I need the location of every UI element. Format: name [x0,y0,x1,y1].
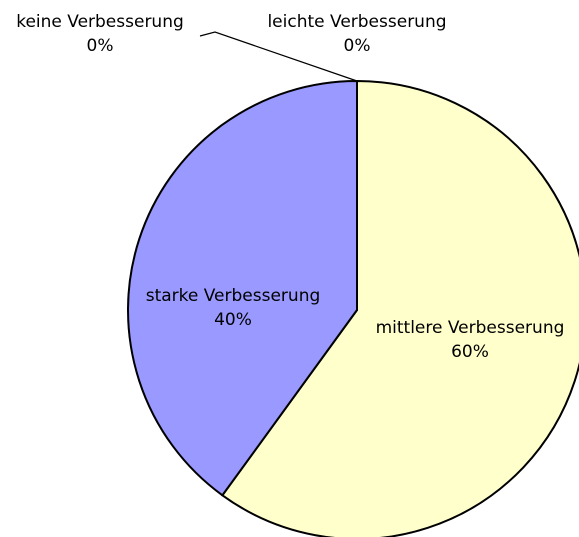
pie-slice [127,79,358,497]
slice-value-label: 0% [344,36,371,56]
slice-label: keine Verbesserung [16,12,184,32]
leader-line [199,31,358,82]
slice-value-label: 40% [214,310,252,330]
slice-value-label: 60% [451,342,489,362]
slice-value-label: 0% [87,36,114,56]
slice-label: mittlere Verbesserung [376,318,565,338]
pie-slice [220,79,579,537]
slice-label: leichte Verbesserung [267,12,446,32]
slice-label: starke Verbesserung [146,286,321,306]
